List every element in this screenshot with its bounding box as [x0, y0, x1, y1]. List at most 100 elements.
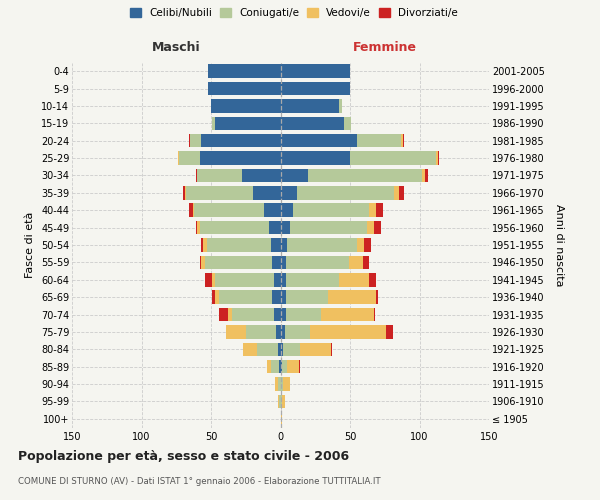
Bar: [281, 204, 293, 217]
Bar: [185, 186, 186, 200]
Bar: [200, 256, 201, 269]
Bar: [281, 290, 286, 304]
Bar: [286, 290, 328, 304]
Bar: [246, 325, 277, 338]
Bar: [281, 342, 283, 356]
Bar: [215, 290, 220, 304]
Bar: [183, 186, 185, 200]
Bar: [274, 308, 281, 322]
Text: Maschi: Maschi: [152, 41, 200, 54]
Bar: [266, 360, 271, 374]
Bar: [290, 221, 367, 234]
Bar: [274, 273, 281, 286]
Bar: [226, 325, 246, 338]
Text: COMUNE DI STURNO (AV) - Dati ISTAT 1° gennaio 2006 - Elaborazione TUTTITALIA.IT: COMUNE DI STURNO (AV) - Dati ISTAT 1° ge…: [18, 478, 380, 486]
Bar: [253, 186, 281, 200]
Bar: [281, 256, 286, 269]
Bar: [299, 360, 300, 374]
Bar: [201, 256, 205, 269]
Bar: [321, 308, 374, 322]
Bar: [367, 221, 374, 234]
Bar: [269, 221, 281, 234]
Bar: [300, 342, 331, 356]
Bar: [281, 82, 350, 96]
Bar: [425, 168, 428, 182]
Bar: [293, 204, 370, 217]
Bar: [284, 325, 310, 338]
Bar: [243, 342, 257, 356]
Bar: [398, 186, 404, 200]
Legend: Celibi/Nubili, Coniugati/e, Vedovi/e, Divorziati/e: Celibi/Nubili, Coniugati/e, Vedovi/e, Di…: [127, 5, 461, 21]
Bar: [297, 186, 394, 200]
Bar: [357, 134, 401, 147]
Bar: [281, 64, 350, 78]
Bar: [242, 168, 281, 182]
Bar: [281, 412, 282, 426]
Bar: [286, 256, 349, 269]
Bar: [331, 342, 332, 356]
Bar: [220, 290, 272, 304]
Bar: [344, 116, 352, 130]
Bar: [232, 308, 274, 322]
Bar: [287, 238, 357, 252]
Bar: [394, 186, 398, 200]
Bar: [422, 168, 425, 182]
Bar: [196, 221, 197, 234]
Bar: [275, 378, 278, 391]
Bar: [281, 116, 344, 130]
Bar: [386, 325, 393, 338]
Bar: [193, 204, 194, 217]
Bar: [278, 378, 281, 391]
Bar: [207, 238, 271, 252]
Text: Popolazione per età, sesso e stato civile - 2006: Popolazione per età, sesso e stato civil…: [18, 450, 349, 463]
Bar: [283, 378, 290, 391]
Bar: [277, 325, 281, 338]
Bar: [197, 221, 200, 234]
Bar: [271, 238, 281, 252]
Bar: [281, 308, 286, 322]
Bar: [281, 325, 284, 338]
Bar: [212, 290, 215, 304]
Bar: [286, 308, 321, 322]
Bar: [281, 99, 339, 112]
Bar: [310, 325, 386, 338]
Bar: [257, 342, 278, 356]
Bar: [281, 186, 297, 200]
Bar: [281, 221, 290, 234]
Bar: [339, 273, 370, 286]
Bar: [279, 394, 281, 408]
Bar: [281, 378, 283, 391]
Text: Femmine: Femmine: [353, 41, 417, 54]
Bar: [205, 256, 272, 269]
Bar: [279, 360, 281, 374]
Bar: [401, 134, 403, 147]
Bar: [208, 82, 281, 96]
Bar: [200, 152, 281, 165]
Bar: [374, 221, 380, 234]
Bar: [403, 134, 404, 147]
Bar: [212, 273, 215, 286]
Bar: [374, 308, 375, 322]
Bar: [328, 290, 376, 304]
Bar: [208, 64, 281, 78]
Bar: [308, 168, 422, 182]
Bar: [350, 152, 436, 165]
Bar: [287, 360, 299, 374]
Bar: [271, 360, 279, 374]
Y-axis label: Anni di nascita: Anni di nascita: [554, 204, 564, 286]
Bar: [196, 168, 197, 182]
Bar: [264, 204, 281, 217]
Bar: [283, 342, 300, 356]
Bar: [281, 134, 357, 147]
Y-axis label: Fasce di età: Fasce di età: [25, 212, 35, 278]
Bar: [215, 273, 274, 286]
Bar: [200, 221, 269, 234]
Bar: [437, 152, 439, 165]
Bar: [201, 238, 203, 252]
Bar: [212, 116, 215, 130]
Bar: [281, 360, 282, 374]
Bar: [211, 99, 281, 112]
Bar: [272, 256, 281, 269]
Bar: [203, 238, 207, 252]
Bar: [189, 134, 190, 147]
